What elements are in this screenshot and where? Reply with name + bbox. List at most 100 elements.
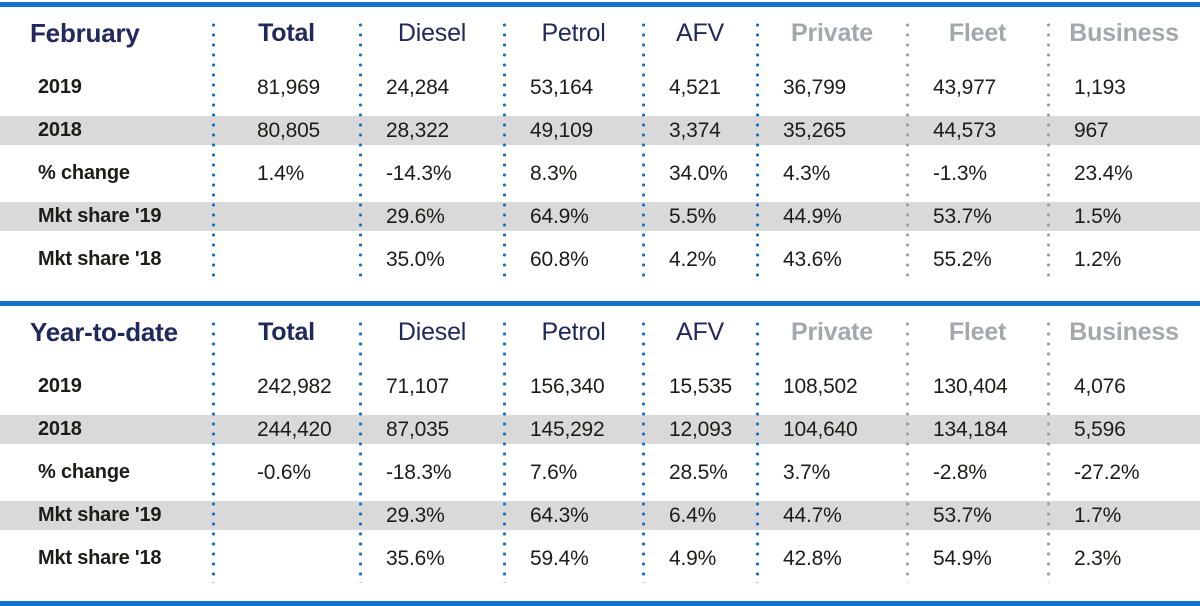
row-label: Mkt share '18 [38,248,162,270]
table-cell: 44.9% [783,204,842,228]
table-cell: 29.3% [386,503,445,527]
column-header-total: Total [258,317,315,346]
column-header-private: Private [791,18,873,47]
table-row: % change 1.4% -14.3% 8.3% 34.0% 4.3% -1.3% 23.4… [0,159,1200,188]
table-cell: 81,969 [257,75,321,99]
row-label: 2019 [38,76,82,98]
table-cell: 49,109 [530,118,594,142]
table-cell: 35.6% [386,546,445,570]
column-separator [906,21,909,283]
table-cell: 15,535 [669,374,733,398]
top-rule [0,2,1200,7]
table-cell: 5.5% [669,204,717,228]
table-cell: -1.3% [933,161,987,185]
column-header-diesel: Diesel [397,18,467,47]
table-cell: 104,640 [783,417,858,441]
table-cell: 4.9% [669,546,717,570]
table-cell: -0.6% [257,460,311,484]
table-cell: 24,284 [386,75,450,99]
table-cell: 5,596 [1074,417,1126,441]
column-separator [756,320,759,583]
table-cell: 44,573 [933,118,997,142]
column-header-business: Business [1069,317,1179,346]
table-cell: 29.6% [386,204,445,228]
table-cell: 60.8% [530,247,589,271]
table-cell: 59.4% [530,546,589,570]
table-cell: 108,502 [783,374,858,398]
table-cell: 28.5% [669,460,728,484]
table-cell: 35,265 [783,118,847,142]
table-cell: 1.5% [1074,204,1122,228]
column-separator [906,320,909,583]
table-cell: 64.3% [530,503,589,527]
table-cell: 1.7% [1074,503,1122,527]
column-header-diesel: Diesel [397,317,467,346]
table-cell: -14.3% [386,161,452,185]
table-cell: 1.2% [1074,247,1122,271]
table-cell: 12,093 [669,417,733,441]
table-row: Mkt share '19 29.6% 64.9% 5.5% 44.9% 53.7% 1.5… [0,202,1200,231]
table-cell: 3,374 [669,118,721,142]
table-cell: 4.2% [669,247,717,271]
table-cell: 34.0% [669,161,728,185]
table-row: 2019 242,982 71,107 156,340 15,535 108,502 130… [0,372,1200,401]
table-cell: 3.7% [783,460,831,484]
section-title-february: February [30,17,140,48]
row-label: Mkt share '18 [38,547,162,569]
column-header-total: Total [258,18,315,47]
header-row: February Total Diesel Petrol AFV Private Fleet… [0,13,1200,53]
table-cell: -2.8% [933,460,987,484]
row-label: 2018 [38,119,82,141]
column-separator [756,21,759,283]
middle-rule [0,301,1200,306]
table-row: Mkt share '18 35.6% 59.4% 4.9% 42.8% 54.9% 2.3… [0,544,1200,573]
table-cell: 36,799 [783,75,847,99]
table-rows: 2019 81,969 24,284 53,164 4,521 36,799 43,977 1… [0,73,1200,274]
table-row: 2018 80,805 28,322 49,109 3,374 35,265 44,573 9… [0,116,1200,145]
table-cell: 53,164 [530,75,594,99]
table-cell: 87,035 [386,417,450,441]
table-cell: 145,292 [530,417,605,441]
table-cell: 23.4% [1074,161,1133,185]
table-cell: 80,805 [257,118,321,142]
table-cell: 4,076 [1074,374,1126,398]
row-label: 2018 [38,418,82,440]
header-row: Year-to-date Total Diesel Petrol AFV Private F… [0,312,1200,352]
column-separator [212,320,215,583]
table-cell: 4.3% [783,161,831,185]
table-cell: 8.3% [530,161,578,185]
table-cell: 7.6% [530,460,578,484]
column-header-fleet: Fleet [948,18,1007,47]
column-header-fleet: Fleet [948,317,1007,346]
bottom-rule [0,601,1200,606]
column-header-business: Business [1069,18,1179,47]
table-row: Mkt share '19 29.3% 64.3% 6.4% 44.7% 53.7% 1.7… [0,501,1200,530]
table-cell: 42.8% [783,546,842,570]
column-separator [1047,21,1050,283]
table-cell: -18.3% [386,460,452,484]
table-cell: 64.9% [530,204,589,228]
column-separator [642,21,645,283]
section-title-year-to-date: Year-to-date [30,316,178,347]
table-cell: 55.2% [933,247,992,271]
table-row: 2019 81,969 24,284 53,164 4,521 36,799 43,977 1… [0,73,1200,102]
table-cell: 134,184 [933,417,1008,441]
table-cell: 43,977 [933,75,997,99]
column-header-petrol: Petrol [541,317,606,346]
column-header-afv: AFV [675,18,725,47]
table-section-year-to-date: Year-to-date Total Diesel Petrol AFV Private F… [0,312,1200,601]
row-label: Mkt share '19 [38,205,162,227]
table-row: 2018 244,420 87,035 145,292 12,093 104,640 134… [0,415,1200,444]
table-cell: 244,420 [257,417,332,441]
column-header-private: Private [791,317,873,346]
table-cell: 53.7% [933,204,992,228]
table-rows: 2019 242,982 71,107 156,340 15,535 108,502 130… [0,372,1200,573]
column-separator [359,320,362,583]
column-separator [359,21,362,283]
table-cell: 44.7% [783,503,842,527]
table-cell: 156,340 [530,374,605,398]
table-cell: 1,193 [1074,75,1126,99]
table-cell: 2.3% [1074,546,1122,570]
table-row: Mkt share '18 35.0% 60.8% 4.2% 43.6% 55.2% 1.2… [0,245,1200,274]
table-cell: 71,107 [386,374,450,398]
